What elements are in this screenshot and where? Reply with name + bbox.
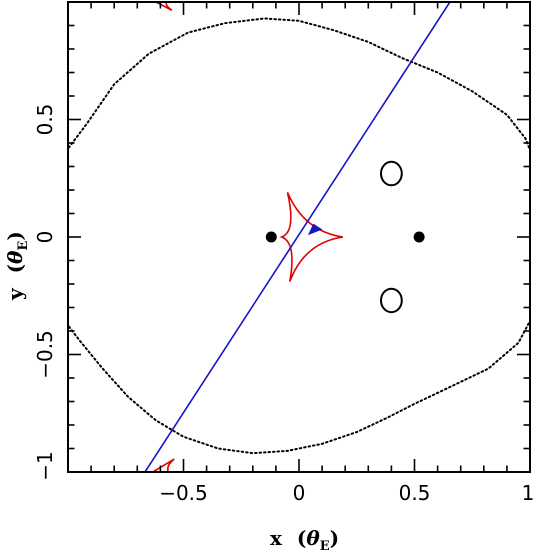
y-tick-labels: −1 −0.5 0 0.5 (33, 104, 57, 481)
x-tick-label: 0.5 (399, 481, 431, 505)
y-tick-label: 0 (33, 231, 57, 244)
y-axis-label: y (θE) (3, 231, 31, 301)
planet-image-2 (380, 287, 403, 314)
y-axis-symbol: y (3, 287, 27, 301)
caustic-planetary-bottom (151, 458, 175, 472)
lens-dot-2 (413, 231, 425, 243)
plot-content (68, 2, 530, 472)
x-axis-symbol: x (270, 526, 283, 550)
critical-curve (68, 17, 530, 455)
x-tick-label: 1 (522, 481, 535, 505)
y-tick-label: −1 (33, 451, 57, 480)
planet-images (380, 160, 403, 314)
lens-dot-1 (265, 231, 277, 243)
x-tick-label: −0.5 (159, 481, 208, 505)
y-axis-unit-sub: E (16, 241, 31, 251)
x-axis-label: x (θE) (270, 526, 339, 554)
planet-image-1 (380, 160, 403, 187)
caustics (151, 2, 344, 472)
x-tick-labels: −0.5 0 0.5 1 (159, 481, 534, 505)
source-trajectory-line (144, 2, 451, 472)
x-axis-unit-sub: E (320, 539, 330, 554)
x-tick-label: 0 (293, 481, 306, 505)
y-tick-label: 0.5 (33, 104, 57, 136)
y-axis-unit: θ (3, 250, 27, 264)
x-axis-unit: θ (306, 526, 320, 550)
plot-frame (67, 1, 531, 473)
source-marker (307, 223, 323, 236)
y-tick-label: −0.5 (33, 330, 57, 379)
lens-positions (265, 231, 425, 243)
axis-ticks (67, 1, 531, 473)
caustic-central (279, 192, 344, 282)
